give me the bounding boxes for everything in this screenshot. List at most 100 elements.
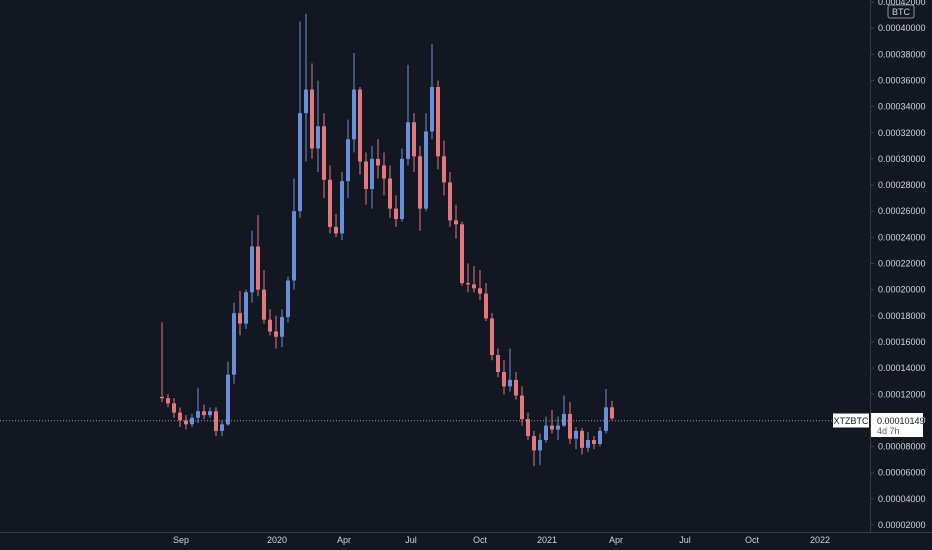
candle[interactable] [400,148,404,222]
candle[interactable] [166,394,170,408]
candle-body [292,211,296,281]
candle[interactable] [580,428,584,455]
candle[interactable] [352,52,356,153]
candle[interactable] [454,204,458,239]
candle[interactable] [604,389,608,434]
candle[interactable] [496,348,500,378]
currency-badge: BTC [887,4,915,19]
time-tick-label: Jul [405,535,417,545]
candle[interactable] [280,309,284,348]
candle[interactable] [490,313,494,361]
price-tick-label: 0.00042000 [878,0,926,7]
candle[interactable] [304,13,308,162]
candle[interactable] [346,119,350,199]
candle[interactable] [172,398,176,418]
candle[interactable] [262,270,266,324]
candle[interactable] [502,360,506,395]
candle-body [520,395,524,420]
candle[interactable] [310,63,314,159]
candle[interactable] [586,432,590,452]
candle[interactable] [460,221,464,286]
candle[interactable] [376,139,380,179]
candle[interactable] [472,266,476,293]
candle[interactable] [442,140,446,196]
candle[interactable] [466,263,470,293]
candle-body [448,182,452,221]
candle-body [538,440,542,451]
candle[interactable] [364,152,368,205]
candle-body [346,139,350,182]
candle[interactable] [208,407,212,418]
candle[interactable] [334,213,338,238]
candle-body [526,419,530,437]
candle[interactable] [268,309,272,336]
price-scale[interactable]: 0.00002000 0.00004000 0.00006000 0.00008000… [870,0,926,530]
candle[interactable] [298,21,302,218]
candle[interactable] [178,407,182,427]
candle-body [424,131,428,209]
candle[interactable] [232,302,236,384]
candle[interactable] [292,178,296,290]
candle[interactable] [370,145,374,209]
candle[interactable] [388,165,392,218]
symbol-label-text: XTZBTC [834,416,869,426]
candle-body [394,208,398,220]
candle[interactable] [286,276,290,323]
candle[interactable] [256,215,260,297]
candle[interactable] [520,386,524,426]
candle[interactable] [592,436,596,450]
candle[interactable] [274,315,278,349]
candle[interactable] [202,404,206,420]
candle[interactable] [226,361,230,426]
candle-body [532,436,536,451]
candle[interactable] [340,171,344,240]
candle[interactable] [430,43,434,140]
time-scale[interactable]: Sep 2020 Apr Jul Oct 2021 Apr Jul Oct 2022 [173,535,830,545]
price-tick-label: 0.00024000 [878,232,926,242]
candle[interactable] [478,270,482,301]
candle[interactable] [196,387,200,424]
candle[interactable] [382,152,386,196]
candle-body [400,158,404,220]
candle[interactable] [562,395,566,427]
candle[interactable] [514,372,518,400]
candle-body [472,284,476,289]
candle[interactable] [598,426,602,447]
candle-body [352,89,356,140]
candle[interactable] [406,64,410,166]
candle[interactable] [394,195,398,227]
candle[interactable] [448,171,452,227]
candle[interactable] [484,283,488,322]
candle[interactable] [358,86,362,175]
candle[interactable] [220,420,224,437]
candle-body [220,424,224,431]
candle[interactable] [322,113,326,199]
candle[interactable] [316,80,320,172]
time-tick-label: 2020 [267,535,287,545]
candle[interactable] [526,412,530,441]
symbol-label: XTZBTC [833,413,869,428]
candle[interactable] [418,145,422,231]
candle[interactable] [412,113,416,172]
candle[interactable] [436,80,440,170]
candle-body [208,411,212,416]
candle[interactable] [424,113,428,212]
time-tick-label: Oct [745,535,760,545]
candle[interactable] [550,409,554,434]
candle[interactable] [574,426,578,450]
candle[interactable] [610,400,614,421]
candle[interactable] [508,348,512,392]
candle[interactable] [328,165,332,234]
price-tick-label: 0.00028000 [878,180,926,190]
candle[interactable] [238,290,242,336]
price-tick-label: 0.00018000 [878,311,926,321]
candle[interactable] [538,433,542,465]
candle[interactable] [244,289,248,329]
candle[interactable] [160,322,164,403]
candle[interactable] [184,415,188,430]
candle[interactable] [568,402,572,444]
candle[interactable] [532,430,536,467]
candle[interactable] [250,230,254,303]
